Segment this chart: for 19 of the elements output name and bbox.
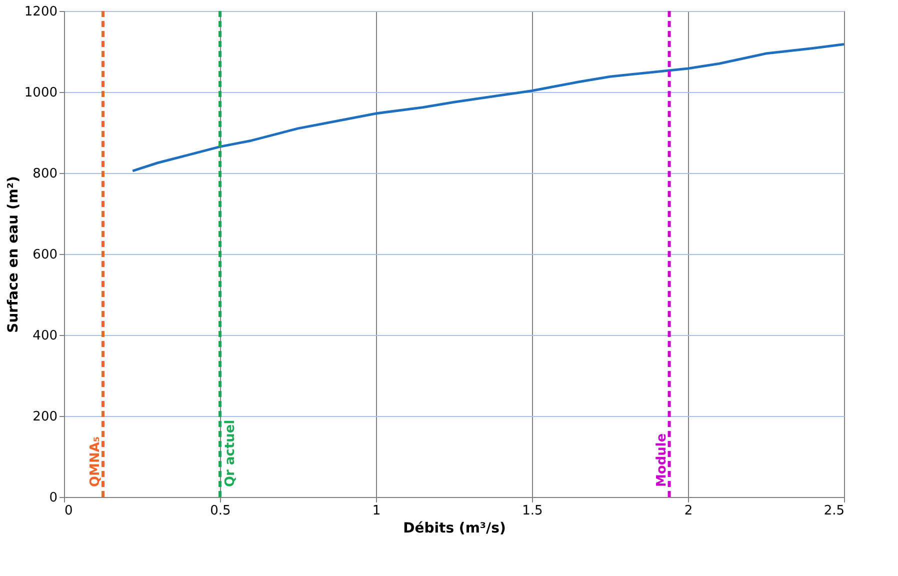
y-tick-label: 400	[32, 328, 58, 344]
x-tick-label: 0	[64, 504, 73, 518]
y-tick-label: 200	[32, 410, 58, 424]
ref-line-label: Module	[654, 433, 670, 487]
y-tick-label: 0	[49, 490, 58, 506]
y-axis-title: Surface en eau (m²)	[5, 176, 22, 333]
line-series	[131, 42, 846, 172]
x-axis-title: Débits (m³/s)	[403, 520, 506, 536]
ref-line-label: QMNA₅	[88, 436, 103, 487]
x-tick-label: 0.5	[210, 504, 231, 518]
y-tick-label: 1000	[24, 86, 58, 100]
x-tick-label: 2.5	[824, 504, 844, 518]
x-tick-label: 1	[372, 504, 381, 518]
x-tick-label: 1.5	[522, 504, 543, 518]
ref-line-label: Qr actuel	[223, 420, 238, 487]
x-tick-label: 2	[684, 504, 693, 518]
y-tick-label: 800	[32, 166, 58, 182]
y-tick-label: 600	[32, 248, 58, 262]
y-tick-label: 1200	[24, 4, 58, 20]
